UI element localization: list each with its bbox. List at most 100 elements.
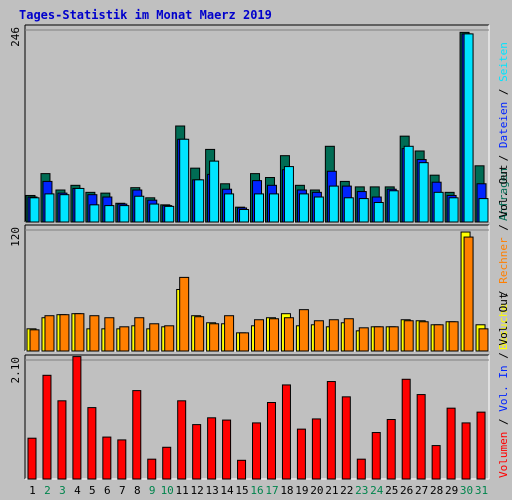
series-seiten bbox=[29, 33, 489, 223]
bar-seiten-day-14 bbox=[224, 193, 235, 223]
bar-seiten-day-11 bbox=[179, 138, 190, 223]
bar-rechner-day-4 bbox=[74, 313, 85, 352]
bar-volumen-day-21 bbox=[326, 381, 336, 480]
bar-rechner-day-12 bbox=[194, 316, 205, 352]
bar-seiten-day-23 bbox=[358, 198, 369, 223]
bar-rechner-day-6 bbox=[104, 317, 115, 352]
bar-seiten-day-9 bbox=[149, 203, 160, 223]
bar-volumen-day-28 bbox=[431, 445, 441, 480]
bar-volumen-day-8 bbox=[132, 390, 142, 480]
bar-volumen-day-12 bbox=[192, 424, 202, 480]
bar-volumen-day-14 bbox=[222, 419, 232, 480]
y-axis-max-label: 2.10 bbox=[9, 357, 22, 384]
bar-rechner-day-26 bbox=[403, 320, 414, 352]
bar-volumen-day-11 bbox=[177, 400, 187, 480]
bar-seiten-day-1 bbox=[29, 197, 40, 223]
bar-rechner-day-2 bbox=[44, 315, 55, 352]
day-label: 28 bbox=[430, 484, 443, 497]
bar-volumen-day-18 bbox=[281, 384, 291, 480]
bar-rechner-day-16 bbox=[254, 319, 265, 352]
bar-seiten-day-25 bbox=[388, 190, 399, 223]
bar-volumen-day-3 bbox=[57, 400, 67, 480]
bar-seiten-day-8 bbox=[134, 195, 145, 223]
bar-rechner-day-11 bbox=[179, 276, 190, 352]
bar-seiten-day-13 bbox=[209, 160, 220, 223]
bar-seiten-day-24 bbox=[373, 201, 384, 223]
bar-seiten-day-7 bbox=[119, 205, 130, 223]
day-label: 5 bbox=[89, 484, 96, 497]
day-label: 4 bbox=[74, 484, 81, 497]
day-label: 8 bbox=[134, 484, 141, 497]
panel-legend-label: Volumen / Vol. In / Vol. Out bbox=[497, 293, 510, 478]
bar-seiten-day-18 bbox=[283, 166, 294, 223]
bar-volumen-day-24 bbox=[371, 432, 381, 480]
day-label: 20 bbox=[310, 484, 323, 497]
day-label: 3 bbox=[59, 484, 66, 497]
bar-seiten-day-20 bbox=[313, 196, 324, 223]
bar-seiten-day-3 bbox=[59, 194, 70, 223]
bar-volumen-day-27 bbox=[416, 394, 426, 480]
legend-part: Vol. In bbox=[497, 365, 510, 411]
bar-rechner-day-22 bbox=[343, 318, 354, 352]
legend-part: Besuche bbox=[497, 304, 510, 350]
day-label: 27 bbox=[415, 484, 428, 497]
bar-seiten-day-27 bbox=[418, 162, 429, 223]
day-label: 18 bbox=[280, 484, 293, 497]
day-label: 30 bbox=[460, 484, 473, 497]
bar-seiten-day-15 bbox=[239, 209, 250, 223]
bar-rechner-day-19 bbox=[298, 309, 309, 352]
legend-part: Dateien bbox=[497, 102, 510, 148]
bar-seiten-day-16 bbox=[254, 193, 265, 223]
legend-part: Rechner bbox=[497, 237, 510, 284]
bar-seiten-day-5 bbox=[89, 204, 100, 223]
bar-volumen-day-7 bbox=[117, 439, 127, 480]
bar-volumen-day-19 bbox=[296, 428, 306, 480]
bar-volumen-day-15 bbox=[237, 459, 247, 480]
legend-part: Volumen bbox=[497, 432, 510, 478]
bar-volumen-day-25 bbox=[386, 419, 396, 480]
legend-part: / bbox=[497, 412, 510, 432]
bar-rechner-day-7 bbox=[119, 326, 130, 352]
bar-volumen-day-1 bbox=[27, 437, 37, 480]
series-rechner bbox=[29, 236, 489, 352]
day-label: 2 bbox=[44, 484, 51, 497]
bar-rechner-day-14 bbox=[224, 315, 235, 352]
legend-part: / bbox=[497, 82, 510, 102]
day-label: 10 bbox=[161, 484, 174, 497]
bar-rechner-day-20 bbox=[313, 320, 324, 352]
day-label: 14 bbox=[220, 484, 234, 497]
chart-panel-bottom: 2.10 Volumen / Vol. In / Vol. Out bbox=[9, 293, 510, 480]
bar-volumen-day-2 bbox=[42, 374, 52, 480]
day-label: 9 bbox=[149, 484, 156, 497]
bar-volumen-day-20 bbox=[311, 418, 321, 480]
bar-rechner-day-15 bbox=[239, 332, 250, 352]
bar-volumen-day-23 bbox=[356, 458, 366, 480]
bar-seiten-day-17 bbox=[268, 193, 279, 223]
bar-volumen-day-13 bbox=[207, 417, 217, 480]
legend-part: / bbox=[497, 148, 510, 168]
bar-rechner-day-25 bbox=[388, 326, 399, 352]
bar-seiten-day-4 bbox=[74, 187, 85, 223]
bar-rechner-day-10 bbox=[164, 325, 175, 352]
bar-volumen-day-6 bbox=[102, 436, 112, 480]
chart-panel-middle: 120 Besuche / Rechner / Vol. Out bbox=[9, 165, 510, 352]
day-label: 25 bbox=[385, 484, 398, 497]
bar-rechner-day-31 bbox=[478, 328, 489, 352]
bar-rechner-day-13 bbox=[209, 323, 220, 352]
bar-rechner-day-28 bbox=[433, 324, 444, 352]
bar-seiten-day-31 bbox=[478, 198, 489, 223]
day-label: 31 bbox=[475, 484, 488, 497]
day-label: 11 bbox=[176, 484, 189, 497]
bar-volumen-day-16 bbox=[252, 422, 262, 480]
day-label: 29 bbox=[445, 484, 458, 497]
bar-volumen-day-5 bbox=[87, 407, 97, 480]
day-label: 24 bbox=[370, 484, 384, 497]
legend-part: Vol. Out bbox=[497, 165, 510, 218]
bar-rechner-day-24 bbox=[373, 326, 384, 352]
bar-rechner-day-18 bbox=[283, 317, 294, 352]
day-label: 23 bbox=[355, 484, 368, 497]
chart-title: Tages-Statistik im Monat Maerz 2019 bbox=[19, 8, 272, 22]
bar-seiten-day-12 bbox=[194, 179, 205, 223]
day-label: 17 bbox=[265, 484, 278, 497]
